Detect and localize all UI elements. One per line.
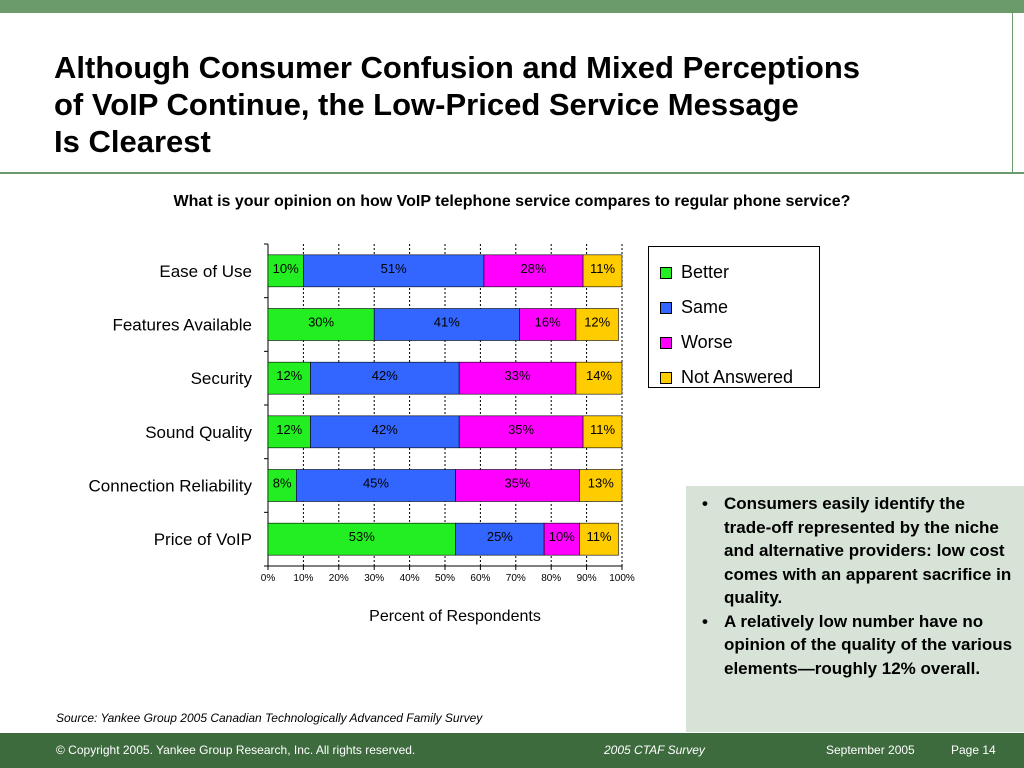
category-label: Connection Reliability [89, 477, 253, 496]
legend-item-worse: Worse [649, 325, 819, 360]
x-tick-label: 100% [609, 573, 635, 584]
legend-swatch-not-answered [660, 371, 672, 384]
legend-label-not-answered: Not Answered [681, 367, 794, 387]
data-label: 10% [549, 529, 575, 544]
bar-segment-worse [543, 522, 580, 556]
bar-segment-not-answered [575, 308, 619, 341]
title-divider [0, 172, 1024, 174]
stacked-bar-chart: 0% 10% 20% 30% 40% 50% 60% 70% 80% 90% 100% Ease of… [89, 243, 635, 625]
bar-segment-better [267, 415, 311, 449]
bullet-icon: • [702, 611, 708, 631]
footer-page-number: Page 14 [951, 743, 996, 757]
bar-segment-better [267, 522, 456, 556]
footer-date: September 2005 [826, 743, 915, 757]
bar-segment-same [310, 361, 460, 395]
legend-item-same: Same [649, 290, 819, 325]
footer-bar: © Copyright 2005. Yankee Group Research,… [0, 733, 1024, 768]
legend-swatch-worse [660, 336, 672, 349]
x-axis-title: Percent of Respondents [369, 608, 541, 625]
x-tick-label: 50% [435, 573, 455, 584]
bar-segment-same [310, 415, 460, 449]
data-label: 35% [508, 422, 534, 437]
bar-segment-not-answered [579, 522, 619, 556]
data-label: 25% [487, 529, 513, 544]
category-label: Features Available [112, 316, 252, 335]
bar-segment-worse [458, 415, 584, 449]
x-tick-label: 0% [261, 573, 276, 584]
x-tick-label: 70% [506, 573, 526, 584]
legend-label-better: Better [681, 262, 730, 282]
data-label: 10% [273, 261, 299, 276]
bar-segment-same [455, 522, 545, 556]
key-findings-list: • Consumers easily identify the trade-of… [698, 492, 1014, 680]
legend-label-same: Same [681, 297, 729, 317]
finding-item: • Consumers easily identify the trade-of… [698, 492, 1014, 610]
bar-segment-same [296, 469, 456, 502]
bar-segment-not-answered [582, 415, 623, 449]
title-line-3: Is Clearest [54, 124, 211, 159]
data-label: 41% [434, 315, 460, 330]
bar-segment-not-answered [582, 254, 623, 288]
data-label: 16% [535, 315, 561, 330]
right-divider [1012, 13, 1013, 173]
legend-label-worse: Worse [681, 332, 733, 352]
x-tick-label: 10% [293, 573, 313, 584]
legend-swatch-better [660, 266, 672, 279]
title-line-2: of VoIP Continue, the Low-Priced Service… [54, 87, 799, 122]
x-tick-label: 60% [470, 573, 490, 584]
bar-segment-not-answered [579, 469, 623, 502]
source-citation: Source: Yankee Group 2005 Canadian Techn… [56, 711, 483, 725]
survey-question: What is your opinion on how VoIP telepho… [173, 193, 851, 210]
x-tick-label: 80% [541, 573, 561, 584]
category-label: Security [191, 369, 253, 388]
data-label: 11% [590, 422, 615, 437]
bar-segment-worse [483, 254, 584, 288]
chart-legend: Better Same Worse Not Answered [648, 246, 820, 388]
bar-segment-worse [455, 469, 580, 502]
data-label: 13% [588, 476, 614, 491]
finding-text: A relatively low number have no opinion … [724, 611, 1013, 678]
data-label: 53% [349, 529, 375, 544]
category-label: Ease of Use [159, 262, 252, 281]
title-line-1: Although Consumer Confusion and Mixed Pe… [54, 50, 861, 85]
footer-survey-name: 2005 CTAF Survey [604, 743, 705, 757]
data-label: 30% [308, 315, 334, 330]
data-label: 12% [276, 422, 302, 437]
finding-text: Consumers easily identify the trade-off … [724, 494, 1012, 607]
key-findings-box: • Consumers easily identify the trade-of… [686, 486, 1024, 732]
x-tick-label: 30% [364, 573, 384, 584]
x-tick-label: 40% [400, 573, 420, 584]
data-label: 33% [505, 368, 531, 383]
data-label: 35% [505, 476, 531, 491]
data-label: 28% [520, 261, 546, 276]
category-label: Price of VoIP [154, 530, 252, 549]
top-accent-bar [0, 0, 1024, 13]
data-label: 42% [372, 368, 398, 383]
bar-segment-better [267, 308, 375, 341]
legend-swatch-same [660, 301, 672, 314]
bar-segment-same [373, 308, 520, 341]
data-label: 45% [363, 476, 389, 491]
data-label: 12% [584, 315, 610, 330]
data-label: 8% [273, 476, 292, 491]
slide-title: Although Consumer Confusion and Mixed Pe… [54, 49, 994, 160]
data-label: 14% [586, 368, 612, 383]
data-label: 51% [381, 261, 407, 276]
legend-item-not-answered: Not Answered [649, 360, 819, 395]
footer-copyright: © Copyright 2005. Yankee Group Research,… [56, 743, 416, 757]
legend-item-better: Better [649, 255, 819, 290]
bar-segment-not-answered [575, 361, 623, 395]
bullet-icon: • [702, 494, 708, 513]
data-label: 12% [276, 368, 302, 383]
x-tick-label: 90% [577, 573, 597, 584]
category-label: Sound Quality [145, 423, 252, 442]
finding-item: • A relatively low number have no opinio… [698, 610, 1014, 681]
data-label: 42% [372, 422, 398, 437]
data-label: 11% [590, 261, 615, 276]
bar-segment-worse [519, 308, 577, 341]
data-label: 11% [586, 529, 611, 544]
x-tick-label: 20% [329, 573, 349, 584]
